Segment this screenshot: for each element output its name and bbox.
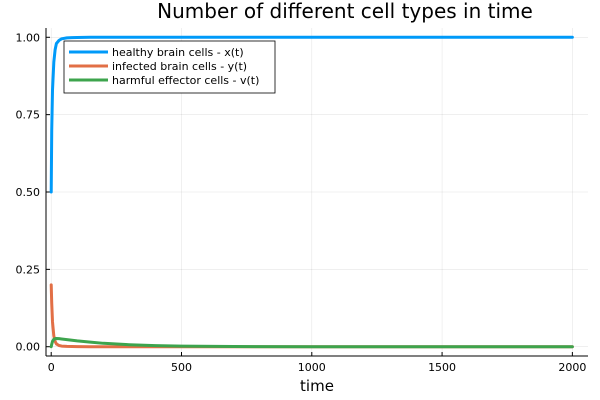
legend: healthy brain cells - x(t)infected brain…	[63, 40, 276, 94]
y-tick-label: 1.00	[16, 31, 41, 44]
x-tick-label: 1500	[428, 361, 456, 374]
y-tick-label: 0.75	[16, 109, 41, 122]
y-tick-label: 0.00	[16, 341, 41, 354]
series-line	[49, 35, 574, 194]
x-tick-label: 1000	[298, 361, 326, 374]
x-tick-label: 500	[171, 361, 192, 374]
legend-label: infected brain cells - y(t)	[112, 60, 247, 73]
x-axis-label: time	[300, 377, 334, 395]
series-lines	[49, 35, 574, 349]
chart-title: Number of different cell types in time	[157, 0, 533, 23]
legend-label: healthy brain cells - x(t)	[112, 46, 244, 59]
tick-labels: 0 500 1000 1500 2000 0.00 0.25 0.50 0.75 1.00	[16, 31, 587, 374]
series-line	[49, 337, 574, 349]
y-tick-label: 0.50	[16, 186, 41, 199]
x-tick-label: 2000	[558, 361, 586, 374]
x-tick-label: 0	[48, 361, 55, 374]
legend-label: harmful effector cells - v(t)	[112, 74, 259, 87]
y-tick-label: 0.25	[16, 263, 41, 276]
axes	[45, 28, 588, 357]
